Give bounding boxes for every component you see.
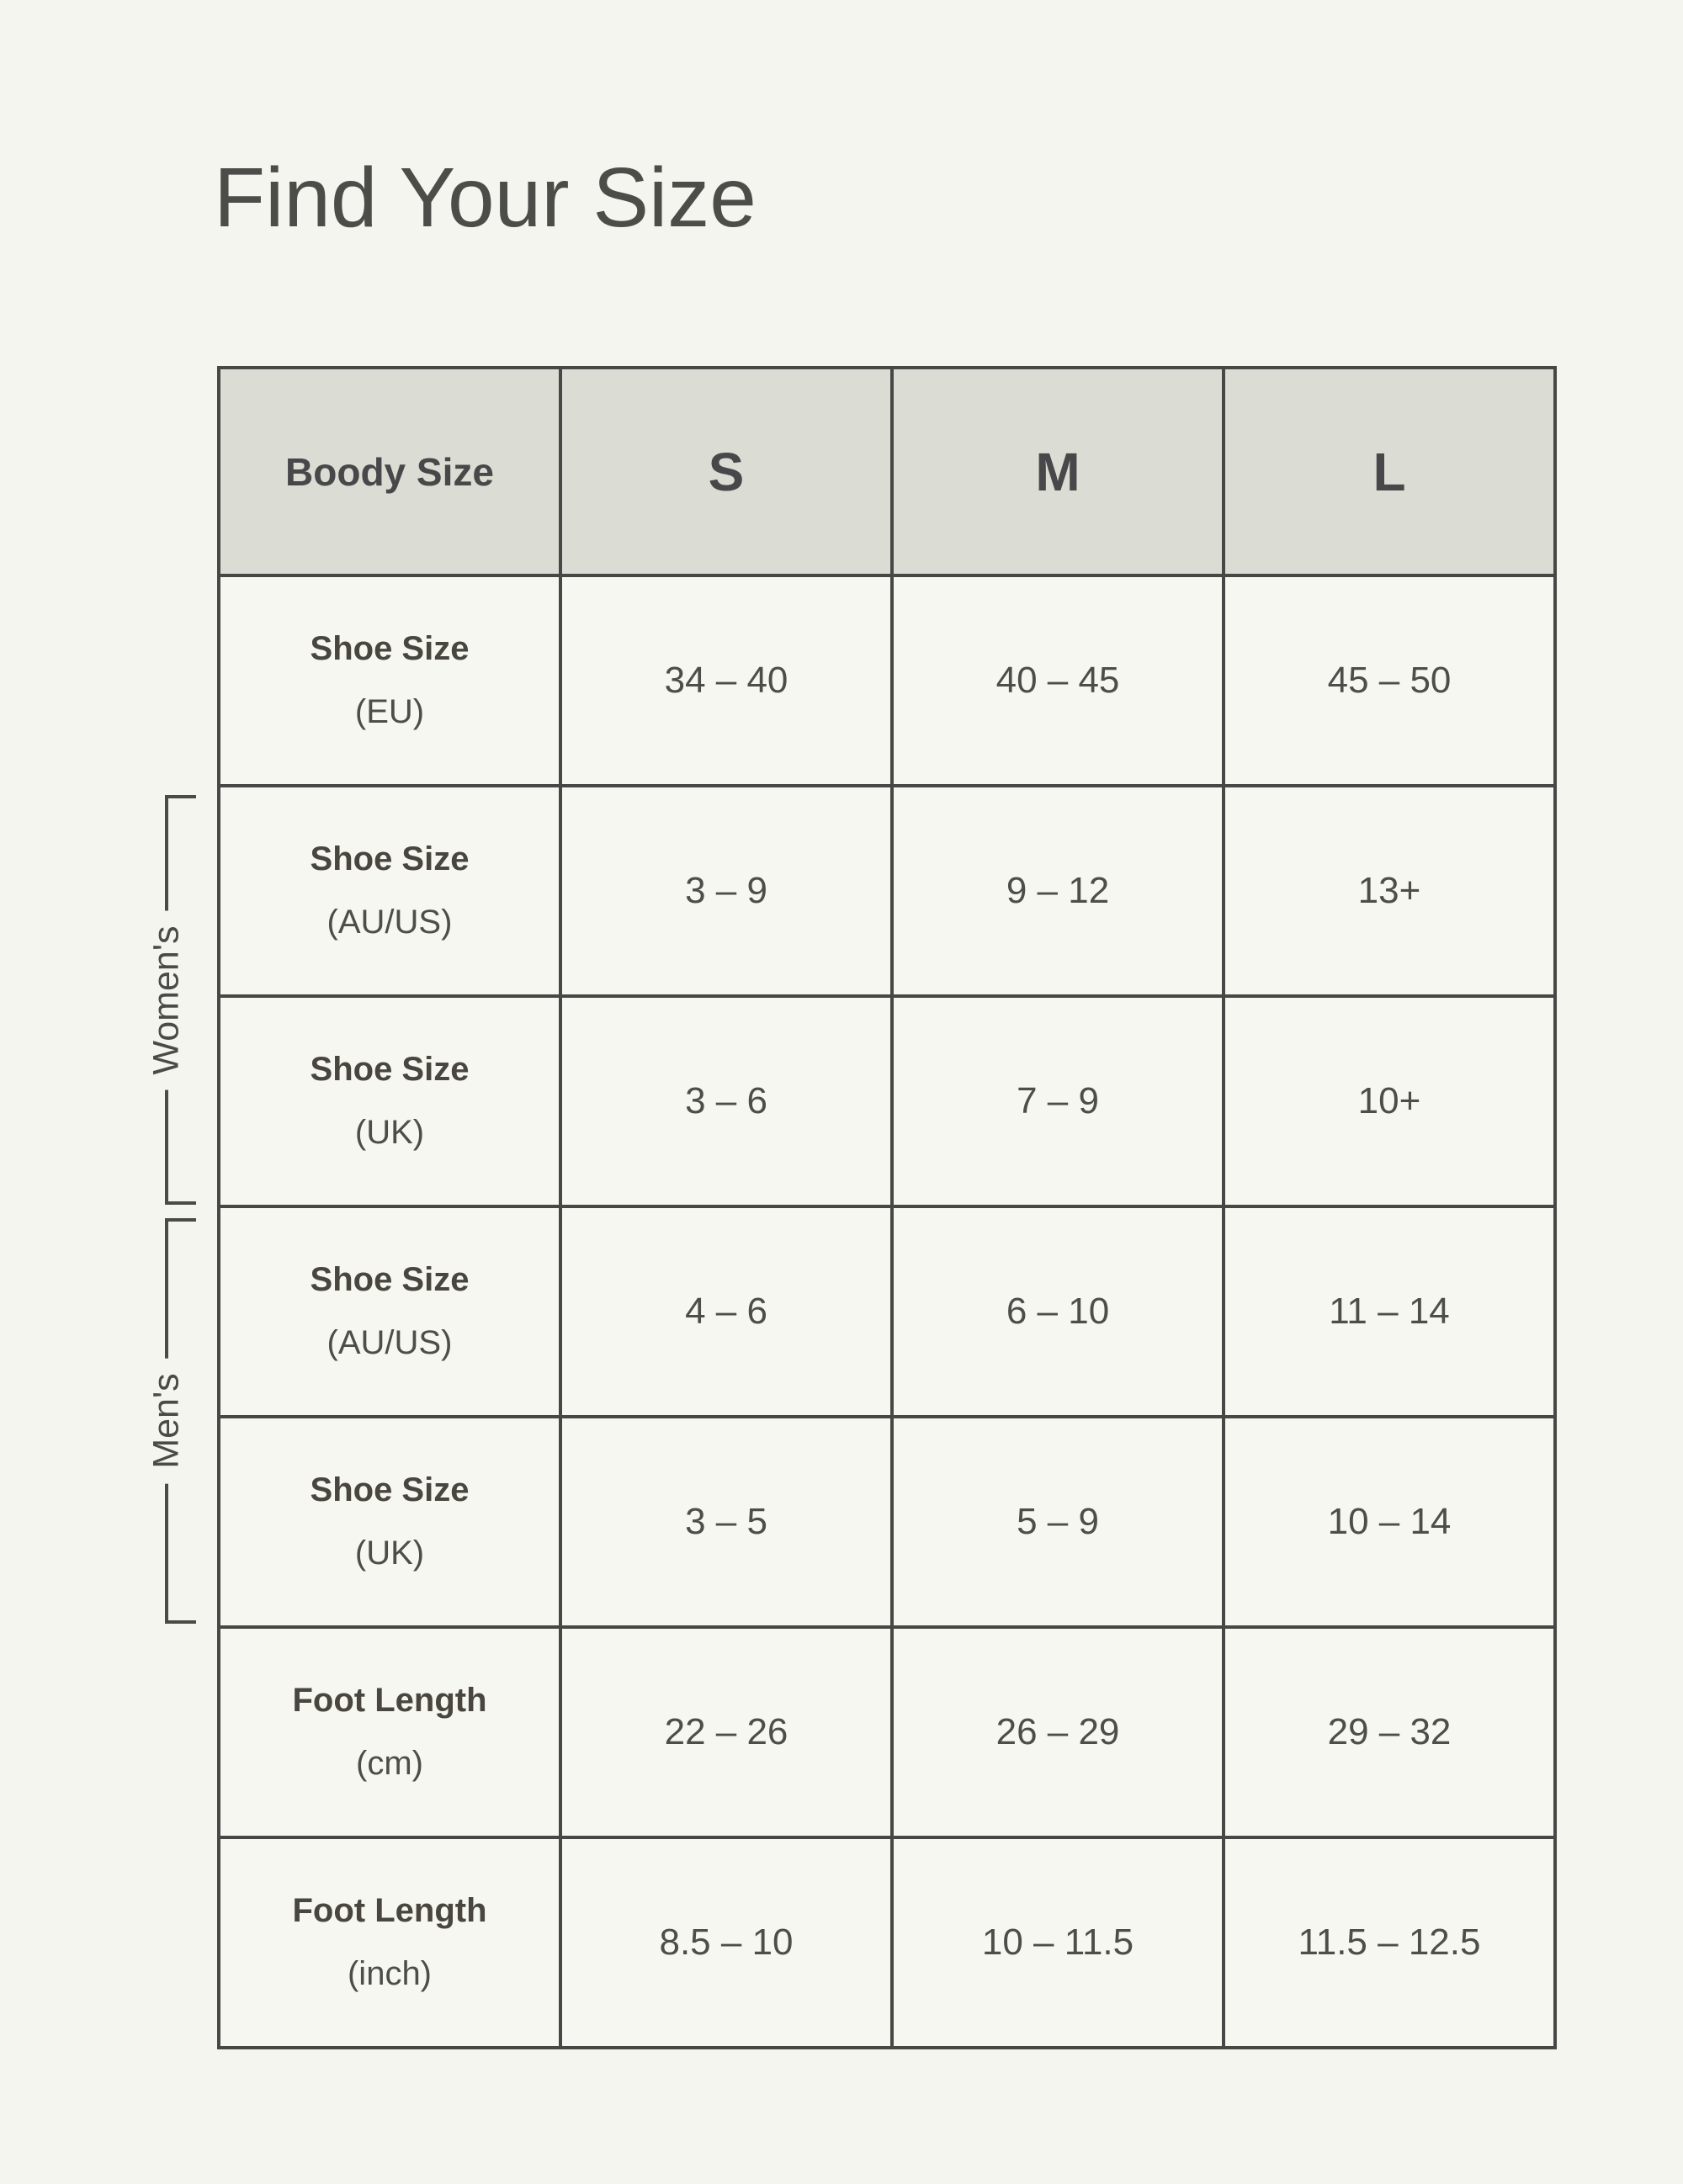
value-cell: 11 – 14 xyxy=(1222,1205,1557,1418)
row-label: Foot Length xyxy=(292,1892,487,1929)
value-cell: 8.5 – 10 xyxy=(559,1836,894,2049)
header-size-m: M xyxy=(890,366,1225,577)
value-cell: 3 – 9 xyxy=(559,784,894,998)
row-label-cell: Shoe Size (AU/US) xyxy=(217,784,562,998)
row-label: Shoe Size xyxy=(310,1261,470,1298)
table-row-shoe-auus-mens: Shoe Size (AU/US) 4 – 6 6 – 10 11 – 14 xyxy=(217,1205,1557,1418)
row-unit: (AU/US) xyxy=(327,1324,453,1361)
row-label-cell: Shoe Size (UK) xyxy=(217,1415,562,1629)
table-header-row: Boody Size S M L xyxy=(217,366,1557,577)
value-cell: 6 – 10 xyxy=(890,1205,1225,1418)
value-cell: 4 – 6 xyxy=(559,1205,894,1418)
value-cell: 26 – 29 xyxy=(890,1625,1225,1839)
mens-group-bracket: Men's xyxy=(146,1218,196,1624)
value-cell: 34 – 40 xyxy=(559,574,894,787)
value-cell: 3 – 6 xyxy=(559,994,894,1208)
value-cell: 29 – 32 xyxy=(1222,1625,1557,1839)
value-cell: 22 – 26 xyxy=(559,1625,894,1839)
row-unit: (UK) xyxy=(354,1535,425,1572)
row-unit: (inch) xyxy=(347,1955,433,1992)
row-label: Foot Length xyxy=(292,1682,487,1719)
value-cell: 7 – 9 xyxy=(890,994,1225,1208)
table-row-shoe-eu: Shoe Size (EU) 34 – 40 40 – 45 45 – 50 xyxy=(217,574,1557,787)
value-cell: 10 – 11.5 xyxy=(890,1836,1225,2049)
header-corner-cell: Boody Size xyxy=(217,366,562,577)
value-cell: 40 – 45 xyxy=(890,574,1225,787)
row-label: Shoe Size xyxy=(310,840,470,877)
value-cell: 10+ xyxy=(1222,994,1557,1208)
table-row-shoe-uk-mens: Shoe Size (UK) 3 – 5 5 – 9 10 – 14 xyxy=(217,1415,1557,1629)
value-cell: 45 – 50 xyxy=(1222,574,1557,787)
table-row-shoe-uk-womens: Shoe Size (UK) 3 – 6 7 – 9 10+ xyxy=(217,994,1557,1208)
row-label: Shoe Size xyxy=(310,1471,470,1508)
row-label: Shoe Size xyxy=(310,1051,470,1088)
header-size-s: S xyxy=(559,366,894,577)
row-label: Shoe Size xyxy=(310,630,470,667)
row-unit: (UK) xyxy=(354,1114,425,1151)
mens-group-label: Men's xyxy=(146,1358,187,1484)
value-cell: 13+ xyxy=(1222,784,1557,998)
value-cell: 5 – 9 xyxy=(890,1415,1225,1629)
womens-group-bracket: Women's xyxy=(146,795,196,1205)
value-cell: 9 – 12 xyxy=(890,784,1225,998)
table-row-shoe-auus-womens: Shoe Size (AU/US) 3 – 9 9 – 12 13+ xyxy=(217,784,1557,998)
value-cell: 10 – 14 xyxy=(1222,1415,1557,1629)
row-label-cell: Shoe Size (UK) xyxy=(217,994,562,1208)
row-label-cell: Shoe Size (AU/US) xyxy=(217,1205,562,1418)
value-cell: 11.5 – 12.5 xyxy=(1222,1836,1557,2049)
header-size-l: L xyxy=(1222,366,1557,577)
value-cell: 3 – 5 xyxy=(559,1415,894,1629)
row-unit: (AU/US) xyxy=(327,904,453,941)
row-label-cell: Shoe Size (EU) xyxy=(217,574,562,787)
table-row-foot-length-inch: Foot Length (inch) 8.5 – 10 10 – 11.5 11… xyxy=(217,1836,1557,2049)
size-chart-table: Boody Size S M L Shoe Size (EU) 34 – 40 … xyxy=(217,366,1557,2049)
row-label-cell: Foot Length (cm) xyxy=(217,1625,562,1839)
row-unit: (cm) xyxy=(356,1745,423,1782)
row-unit: (EU) xyxy=(354,693,425,730)
womens-group-label: Women's xyxy=(146,909,187,1090)
page-title: Find Your Size xyxy=(214,151,757,245)
row-label-cell: Foot Length (inch) xyxy=(217,1836,562,2049)
table-row-foot-length-cm: Foot Length (cm) 22 – 26 26 – 29 29 – 32 xyxy=(217,1625,1557,1839)
